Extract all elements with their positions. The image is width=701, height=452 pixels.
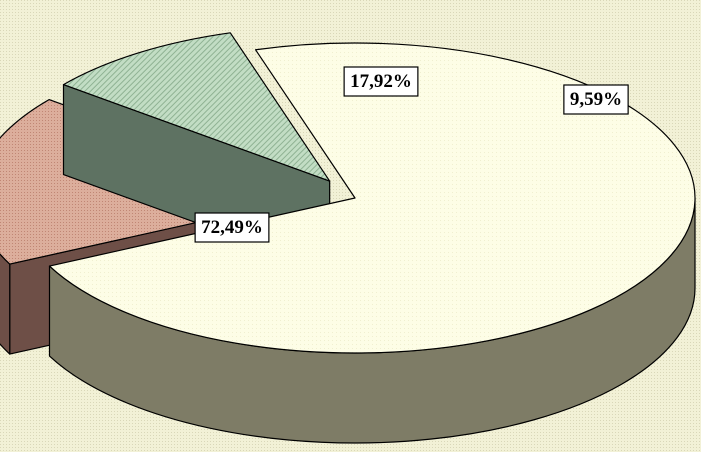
data-label-slice-9: 9,59% [563,84,629,115]
slice-17-outer-side [0,253,11,355]
slice-72-top [48,42,696,354]
pie-slices [0,32,696,444]
slice-9-label-text: 9,59% [570,89,622,110]
slice-17-label-text: 17,92% [350,71,412,92]
data-labels: 72,49% 17,92% 9,59% [194,66,629,243]
slice-72-label-text: 72,49% [201,217,263,238]
data-label-slice-72: 72,49% [194,212,270,243]
slice-17-label-box [343,66,419,97]
slice-9-label-box [563,84,629,115]
slice-72-label-box [194,212,270,243]
slice-9-top [62,32,331,182]
data-label-slice-17: 17,92% [343,66,419,97]
